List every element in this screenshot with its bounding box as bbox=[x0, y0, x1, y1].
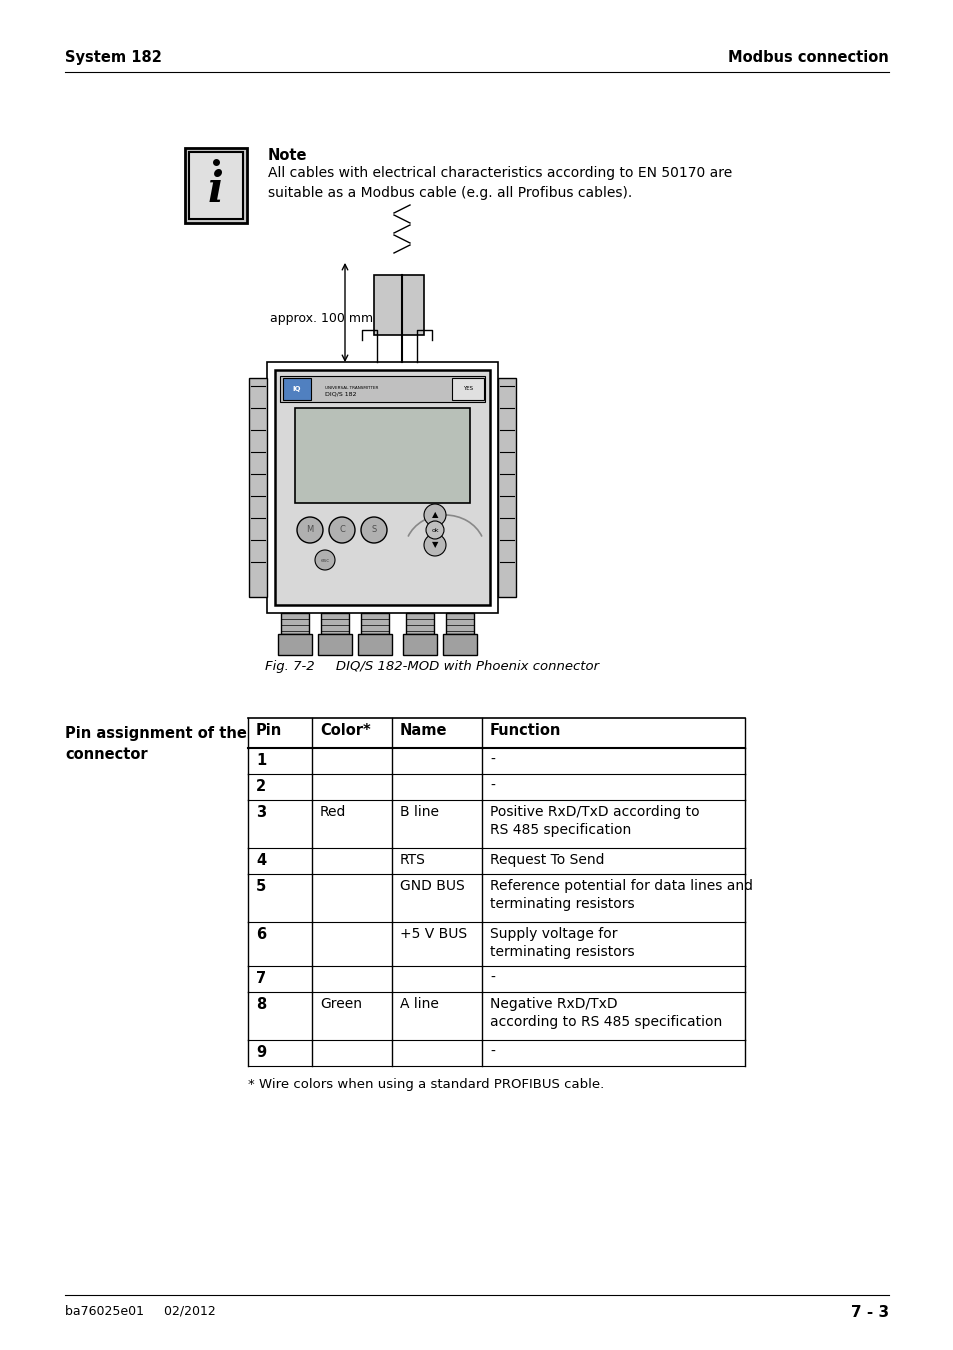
Text: A line: A line bbox=[399, 998, 438, 1011]
Text: Negative RxD/TxD
according to RS 485 specification: Negative RxD/TxD according to RS 485 spe… bbox=[490, 998, 721, 1030]
Text: YES: YES bbox=[462, 386, 473, 391]
Text: UNIVERSAL TRANSMITTER: UNIVERSAL TRANSMITTER bbox=[325, 386, 378, 390]
Text: * Wire colors when using a standard PROFIBUS cable.: * Wire colors when using a standard PROF… bbox=[248, 1079, 603, 1091]
Bar bbox=[402, 634, 436, 655]
Text: Positive RxD/TxD according to
RS 485 specification: Positive RxD/TxD according to RS 485 spe… bbox=[490, 805, 699, 837]
Text: S: S bbox=[371, 525, 376, 535]
Circle shape bbox=[423, 535, 446, 556]
Text: 4: 4 bbox=[255, 853, 266, 868]
Text: Pin: Pin bbox=[255, 724, 282, 738]
Text: All cables with electrical characteristics according to EN 50170 are
suitable as: All cables with electrical characteristi… bbox=[268, 166, 732, 200]
Bar bbox=[185, 148, 247, 223]
Text: C: C bbox=[338, 525, 345, 535]
Bar bbox=[497, 378, 516, 597]
Text: Reference potential for data lines and
terminating resistors: Reference potential for data lines and t… bbox=[490, 879, 752, 911]
Text: 7 - 3: 7 - 3 bbox=[850, 1305, 888, 1320]
Bar bbox=[189, 153, 243, 219]
Bar bbox=[267, 362, 497, 613]
Text: Green: Green bbox=[319, 998, 361, 1011]
Bar bbox=[357, 634, 392, 655]
Bar bbox=[446, 613, 474, 634]
Text: i: i bbox=[208, 169, 224, 211]
Circle shape bbox=[329, 517, 355, 543]
Bar bbox=[360, 613, 389, 634]
Circle shape bbox=[360, 517, 387, 543]
Text: 7: 7 bbox=[255, 971, 266, 986]
Bar bbox=[283, 378, 311, 400]
Bar bbox=[374, 275, 423, 335]
Bar bbox=[274, 370, 490, 605]
Text: Function: Function bbox=[490, 724, 560, 738]
Text: esc: esc bbox=[320, 558, 330, 563]
Text: -: - bbox=[490, 753, 495, 767]
Text: Modbus connection: Modbus connection bbox=[727, 50, 888, 65]
Text: 5: 5 bbox=[255, 879, 266, 894]
Text: Supply voltage for
terminating resistors: Supply voltage for terminating resistors bbox=[490, 927, 634, 960]
Text: 6: 6 bbox=[255, 927, 266, 942]
Text: RTS: RTS bbox=[399, 853, 425, 867]
Text: Name: Name bbox=[399, 724, 447, 738]
Text: DIQ/S 182: DIQ/S 182 bbox=[325, 392, 356, 397]
Text: System 182: System 182 bbox=[65, 50, 162, 65]
Bar bbox=[249, 378, 267, 597]
Bar bbox=[294, 408, 470, 504]
Text: Note: Note bbox=[268, 148, 307, 163]
Text: 8: 8 bbox=[255, 998, 266, 1012]
Text: ▼: ▼ bbox=[432, 540, 437, 549]
Bar bbox=[277, 634, 312, 655]
Circle shape bbox=[296, 517, 323, 543]
Text: -: - bbox=[490, 1045, 495, 1058]
Text: 2: 2 bbox=[255, 779, 266, 794]
Text: 3: 3 bbox=[255, 805, 266, 819]
Text: ▲: ▲ bbox=[432, 510, 437, 520]
Text: 9: 9 bbox=[255, 1045, 266, 1060]
Bar bbox=[280, 377, 484, 402]
Text: +5 V BUS: +5 V BUS bbox=[399, 927, 467, 941]
Bar bbox=[442, 634, 476, 655]
Text: Fig. 7-2     DIQ/S 182-MOD with Phoenix connector: Fig. 7-2 DIQ/S 182-MOD with Phoenix conn… bbox=[265, 660, 598, 674]
Text: Request To Send: Request To Send bbox=[490, 853, 604, 867]
Circle shape bbox=[423, 504, 446, 526]
Text: IQ: IQ bbox=[293, 386, 301, 391]
Bar bbox=[320, 613, 349, 634]
Text: M: M bbox=[306, 525, 314, 535]
Text: ba76025e01     02/2012: ba76025e01 02/2012 bbox=[65, 1305, 215, 1318]
Text: Red: Red bbox=[319, 805, 346, 819]
Bar bbox=[406, 613, 434, 634]
Bar bbox=[281, 613, 309, 634]
Text: B line: B line bbox=[399, 805, 438, 819]
Text: Color*: Color* bbox=[319, 724, 371, 738]
Text: ok: ok bbox=[431, 528, 438, 532]
Text: approx. 100 mm: approx. 100 mm bbox=[270, 312, 373, 325]
Text: -: - bbox=[490, 779, 495, 792]
Text: 1: 1 bbox=[255, 753, 266, 768]
Bar bbox=[452, 378, 483, 400]
Circle shape bbox=[314, 549, 335, 570]
Text: Pin assignment of the
connector: Pin assignment of the connector bbox=[65, 726, 247, 761]
Text: -: - bbox=[490, 971, 495, 986]
Bar bbox=[317, 634, 352, 655]
Circle shape bbox=[426, 521, 443, 539]
Text: GND BUS: GND BUS bbox=[399, 879, 464, 892]
